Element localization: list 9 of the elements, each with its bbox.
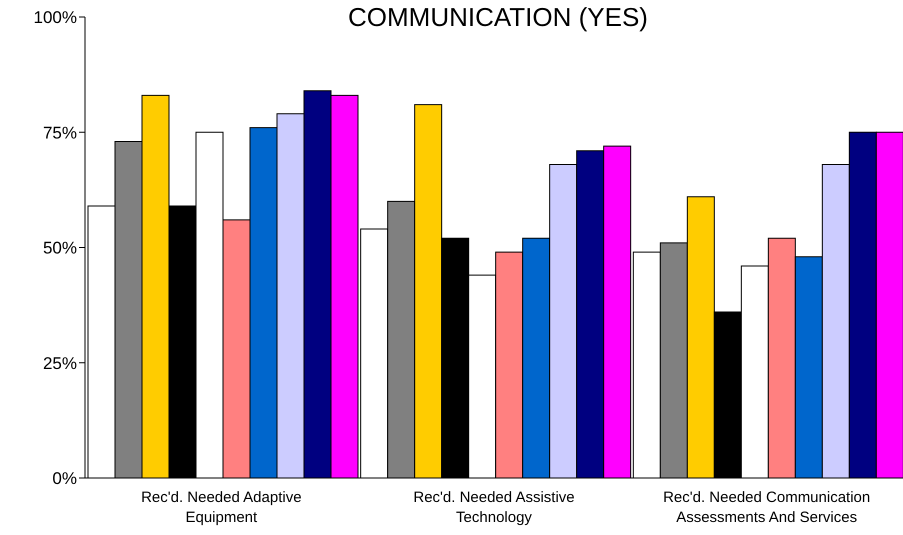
y-tick-label: 50% [42,238,77,258]
y-tick-label: 75% [42,123,77,142]
y-tick-label: 100% [34,8,77,28]
x-tick-label: Rec'd. Needed Assistive Technology [413,489,575,526]
y-tick-label: 25% [42,354,77,373]
y-tick-label: 0% [52,469,77,488]
chart-title: COMMUNICATION (YES) [347,2,649,33]
x-tick-label: Rec'd. Needed Communication Assessments And Services [663,489,870,526]
x-tick-label: Rec'd. Needed Adaptive Equipment [141,489,302,526]
